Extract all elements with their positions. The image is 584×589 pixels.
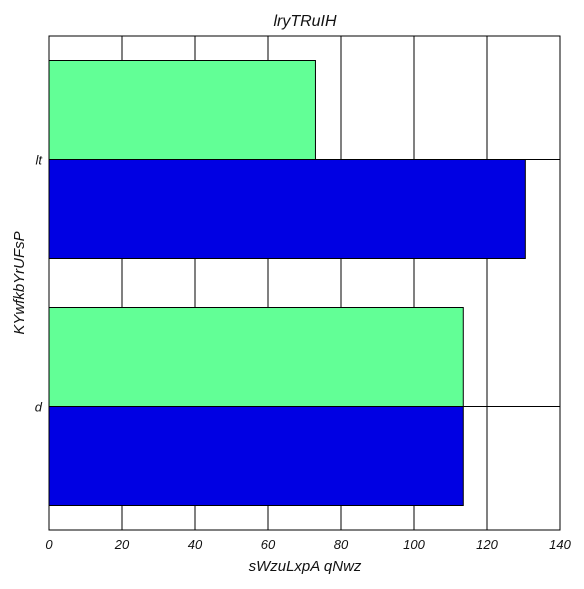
bar [48, 406, 464, 506]
x-tick-label: 0 [45, 537, 53, 552]
x-tick-label: 20 [114, 537, 130, 552]
y-tick-label: d [35, 400, 43, 415]
y-tick-label: lt [36, 153, 44, 168]
x-tick-label: 60 [261, 537, 276, 552]
bar [48, 307, 464, 407]
ticks-layer: 0 20 40 60 80 100 120 140 d lt [35, 153, 572, 553]
bars-layer [48, 60, 526, 506]
x-tick-label: 80 [334, 537, 349, 552]
x-axis-label: sWzuLxpA qNwz [249, 558, 362, 575]
plot-frame [48, 35, 561, 531]
x-tick-label: 120 [476, 537, 498, 552]
chart-title: lryTRuIH [273, 13, 337, 30]
x-tick-label: 100 [403, 537, 425, 552]
x-tick-label: 40 [188, 537, 203, 552]
bar [48, 60, 316, 160]
bar [48, 159, 526, 259]
y-axis-label: KYwfkbYrUFsP [11, 231, 28, 334]
x-tick-label: 140 [549, 537, 571, 552]
